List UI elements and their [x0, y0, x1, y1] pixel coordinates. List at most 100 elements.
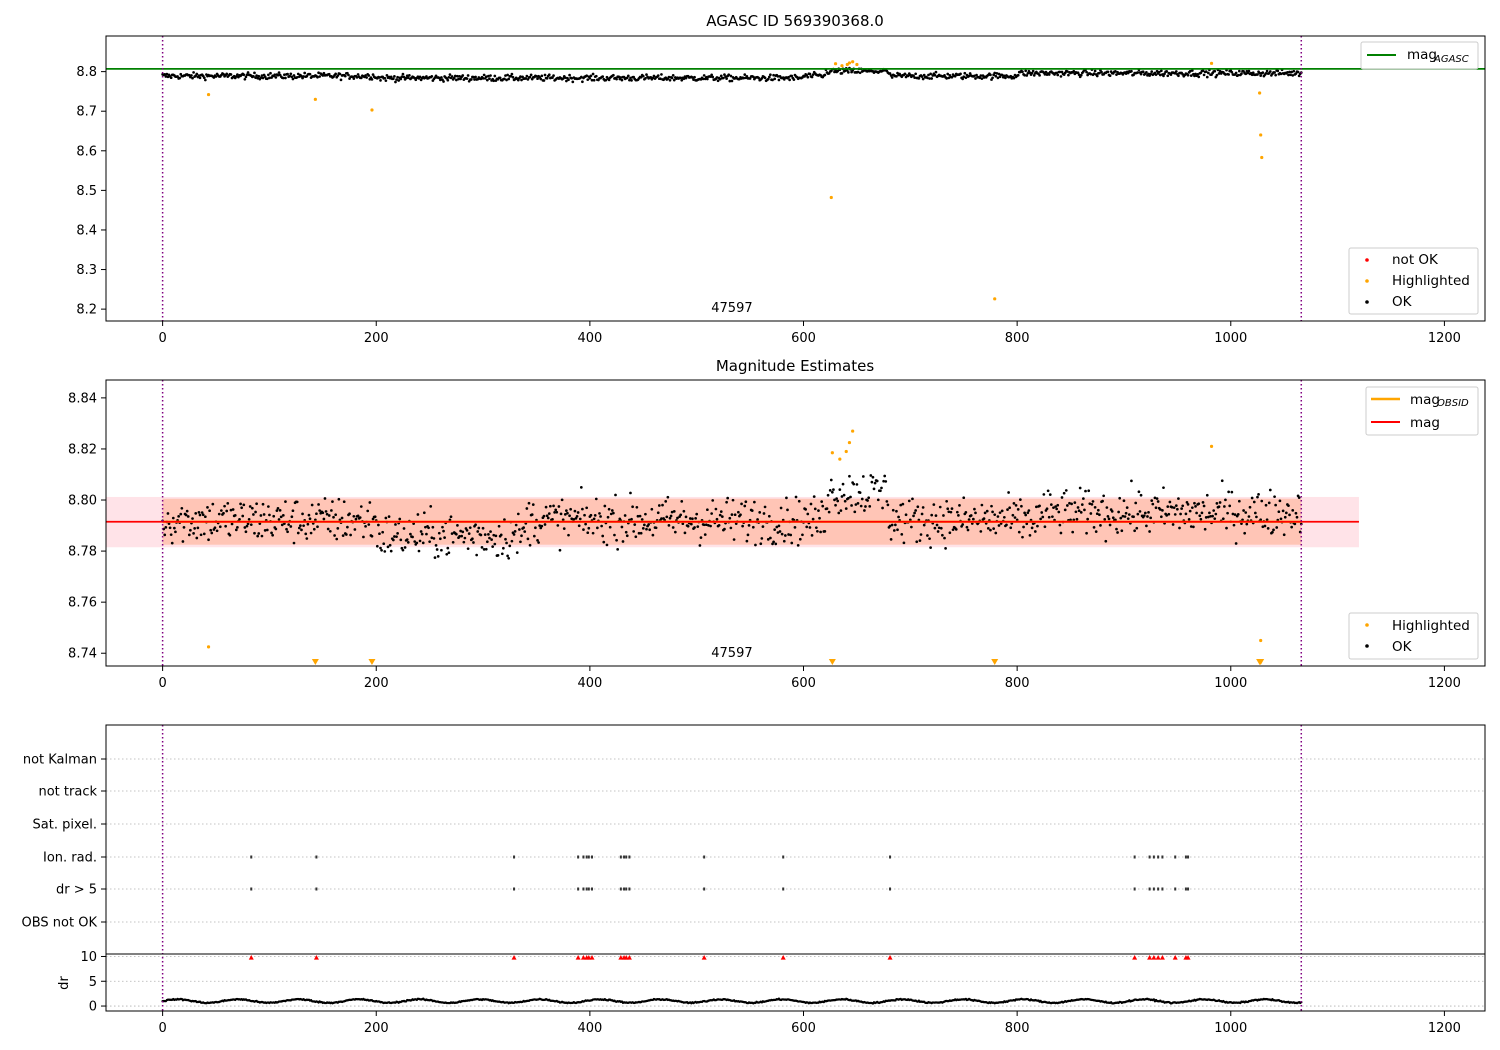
ok-point: [1102, 494, 1106, 498]
ok-point: [834, 503, 837, 507]
ok-point: [318, 75, 321, 78]
ok-point: [904, 513, 908, 517]
ok-point: [1043, 525, 1047, 529]
ok-point: [591, 72, 595, 76]
ok-point: [1105, 506, 1109, 509]
ok-point: [545, 76, 549, 80]
ok-point: [819, 530, 822, 534]
ok-point: [265, 77, 269, 81]
ok-point: [779, 506, 783, 510]
legend2-ok-marker: [1365, 644, 1369, 648]
ok-point: [750, 509, 754, 512]
ok-point: [440, 548, 443, 552]
ok-point: [644, 77, 647, 80]
ok-point: [1150, 70, 1154, 73]
ok-point: [811, 73, 815, 76]
ok-point: [1273, 495, 1276, 499]
ok-point: [406, 541, 410, 544]
ok-point: [234, 528, 238, 532]
ok-point: [1040, 511, 1044, 514]
legend-highlighted-label: Highlighted: [1392, 273, 1470, 289]
ok-point: [399, 538, 403, 542]
ok-point: [1259, 74, 1263, 77]
flag-marker: [585, 887, 588, 891]
ok-point: [1095, 512, 1099, 516]
ok-point: [163, 533, 167, 537]
ok-point: [725, 500, 728, 504]
ok-point: [1004, 76, 1007, 80]
ok-point: [1086, 517, 1089, 521]
ok-point: [395, 78, 398, 81]
ok-point: [647, 523, 650, 526]
ok-point: [964, 76, 968, 80]
ok-point: [523, 530, 527, 533]
ok-point: [911, 497, 914, 501]
ok-point: [368, 501, 372, 504]
ok-point: [1070, 502, 1073, 506]
ok-point: [570, 517, 574, 521]
ok-point: [907, 499, 911, 503]
ok-point: [472, 541, 475, 544]
ok-point: [1188, 509, 1192, 513]
ok-point: [1290, 525, 1294, 529]
ok-point: [1180, 507, 1183, 510]
ok-point: [487, 74, 490, 78]
ok-point: [630, 517, 633, 521]
ok-point: [254, 510, 257, 514]
ok-point: [620, 525, 624, 529]
ok-point: [465, 77, 469, 81]
ok-point: [1156, 500, 1160, 503]
ok-point: [386, 545, 390, 549]
ok-point: [751, 75, 755, 79]
ok-point: [763, 76, 767, 80]
ok-point: [244, 530, 248, 534]
ok-point: [744, 500, 748, 504]
ok-point: [1060, 496, 1064, 499]
ok-point: [691, 517, 694, 521]
ok-point: [1245, 522, 1249, 526]
ok-point: [742, 76, 746, 80]
ok-point: [243, 526, 247, 529]
ok-point: [542, 79, 546, 82]
ok-point: [692, 78, 695, 82]
ok-point: [926, 534, 929, 537]
ok-point: [766, 537, 770, 541]
ok-point: [890, 76, 894, 79]
panel2-xtick-label: 0: [158, 676, 166, 691]
ok-point: [773, 528, 777, 531]
flag-marker: [703, 887, 706, 891]
ok-point: [1268, 488, 1272, 492]
panel3-xtick-label: 1000: [1214, 1021, 1247, 1036]
ok-point: [579, 75, 583, 79]
ok-point: [1007, 491, 1010, 494]
ok-point: [424, 525, 427, 529]
ok-point: [568, 514, 571, 518]
ok-point: [722, 76, 725, 80]
ok-point: [459, 529, 462, 533]
ok-point: [933, 526, 937, 530]
ok-point: [268, 76, 271, 80]
ok-point: [455, 532, 458, 536]
ok-point: [471, 537, 474, 541]
ok-point: [600, 524, 603, 528]
ok-point: [169, 76, 173, 80]
flag-marker: [1152, 887, 1155, 891]
ok-point: [639, 531, 643, 535]
ok-point: [1093, 505, 1097, 509]
ok-point: [666, 495, 670, 499]
ok-point: [1241, 518, 1244, 522]
ok-point: [639, 75, 643, 79]
ok-point: [490, 538, 493, 541]
ok-point: [1188, 69, 1192, 73]
ok-point: [1244, 72, 1248, 76]
ok-point: [899, 503, 903, 507]
ok-point: [660, 73, 663, 76]
ok-point: [483, 533, 487, 536]
dr-clipped-marker: [313, 954, 319, 960]
ok-point: [532, 534, 536, 538]
ok-point: [1023, 511, 1026, 515]
ok-point: [222, 511, 225, 515]
ok-point: [624, 530, 628, 534]
ok-point: [971, 517, 975, 521]
ok-point: [391, 77, 395, 81]
